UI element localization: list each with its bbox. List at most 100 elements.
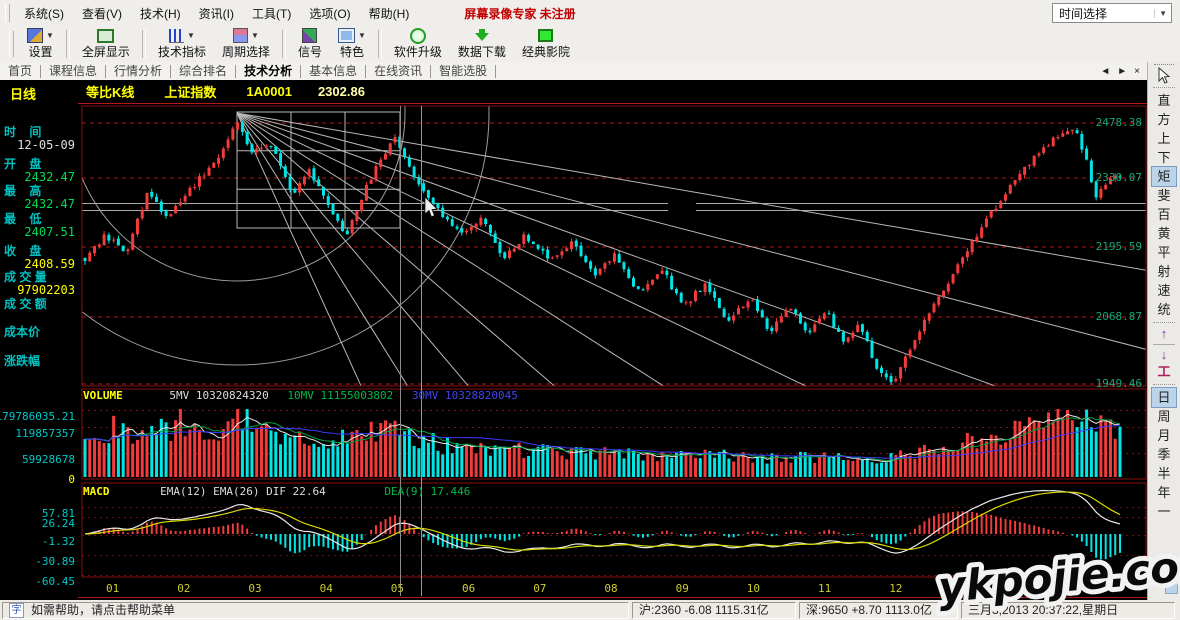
period-半[interactable]: 半 <box>1157 466 1171 481</box>
tab-综合排名[interactable]: 综合排名 <box>171 64 237 78</box>
chevron-down-icon[interactable]: ▼ <box>357 31 366 40</box>
chevron-down-icon[interactable]: ▼ <box>251 31 259 40</box>
tab-行情分析[interactable]: 行情分析 <box>106 64 172 78</box>
draw-tool-黄[interactable]: 黄 <box>1157 226 1171 241</box>
x-axis-label: 04 <box>319 582 333 595</box>
toolbar-button-indicator[interactable]: ▼ 技术指标 <box>150 27 214 62</box>
macd-title: MACD <box>83 485 110 498</box>
time-select-label: 时间选择 <box>1059 6 1108 21</box>
draw-tool-下[interactable]: 下 <box>1157 150 1171 165</box>
quote-field-value: 2432.47 <box>24 197 75 211</box>
macd-axis-label: 57.81 <box>41 507 75 520</box>
separator <box>1153 322 1175 323</box>
download-icon <box>474 29 489 42</box>
draw-tool-平[interactable]: 平 <box>1157 245 1171 260</box>
period-季[interactable]: 季 <box>1157 447 1171 462</box>
menu-item[interactable]: 工具(T) <box>252 6 292 21</box>
chart-canvas[interactable] <box>78 103 1148 600</box>
status-sz-index[interactable]: 深:9650 +8.70 1113.0亿 <box>799 601 958 619</box>
status-bar: 字 如需帮助，请点击帮助菜单 沪:2360 -6.08 1115.31亿 深:9… <box>0 600 1180 620</box>
macd-axis-label: -30.89 <box>35 555 75 568</box>
menu-item[interactable]: 系统(S) <box>24 6 64 21</box>
tab-技术分析[interactable]: 技术分析 <box>236 64 302 78</box>
gann-tool-icon[interactable]: 工 <box>1157 364 1171 379</box>
period-周[interactable]: 周 <box>1157 409 1171 424</box>
tab-scroll-left-icon[interactable]: ◄ <box>1100 65 1111 77</box>
x-axis-label: 02 <box>177 582 191 595</box>
tab-智能选股[interactable]: 智能选股 <box>431 64 497 78</box>
scrollbar-thumb[interactable] <box>1165 558 1178 594</box>
chevron-down-icon[interactable]: ▼ <box>186 31 195 40</box>
pointer-tool-icon[interactable] <box>1155 66 1173 84</box>
draw-tool-百[interactable]: 百 <box>1157 207 1171 222</box>
tab-课程信息[interactable]: 课程信息 <box>41 64 107 78</box>
tab-在线资讯[interactable]: 在线资讯 <box>366 64 432 78</box>
x-axis-label: 11 <box>818 582 832 595</box>
quote-field-label: 成 交 量 <box>4 270 47 284</box>
toolbar-button-label: 数据下载 <box>457 45 506 59</box>
toolbar-button-settings[interactable]: ▼ 设置 <box>19 27 62 62</box>
toolbar-button-classic-movie[interactable]: 经典影院 <box>514 27 578 62</box>
menu-item[interactable]: 选项(O) <box>309 6 351 21</box>
draw-tool-直[interactable]: 直 <box>1157 93 1171 108</box>
x-axis-label: 12 <box>889 582 903 595</box>
toolbar-button-upgrade[interactable]: 软件升级 <box>386 27 450 62</box>
volume-ma30: 30MV 10328820045 <box>411 389 518 402</box>
price-axis-label: 2478.38 <box>1095 116 1142 129</box>
toolbar-button-period[interactable]: ▼ 周期选择 <box>214 27 278 62</box>
toolbar-button-label: 信号 <box>297 45 322 59</box>
signal-icon <box>302 28 318 43</box>
status-sh-index[interactable]: 沪:2360 -6.08 1115.31亿 <box>632 601 796 619</box>
draw-tool-矩[interactable]: 矩 <box>1151 166 1177 187</box>
toolbar-button-fullscreen[interactable]: 全屏显示 <box>74 27 138 62</box>
tab-首页[interactable]: 首页 <box>0 64 42 78</box>
drawing-toolbar: 直方上下矩斐百黄平射速统 ↑ ↓ 工日周月季半年一 <box>1147 62 1180 600</box>
x-axis-label: 07 <box>533 582 547 595</box>
draw-tool-统[interactable]: 统 <box>1157 302 1171 317</box>
chart-header: 等比K线 上证指数 1A0001 2302.86 <box>78 80 1148 103</box>
fullscreen-icon <box>97 28 115 43</box>
feature-icon <box>337 28 355 43</box>
period-年[interactable]: 年 <box>1157 485 1171 500</box>
quote-field-label: 收 盘 <box>4 244 42 258</box>
period-日[interactable]: 日 <box>1151 387 1177 408</box>
status-help-text: 如需帮助，请点击帮助菜单 <box>31 602 176 617</box>
draw-tool-速[interactable]: 速 <box>1157 283 1171 298</box>
toolbar-button-label: 经典影院 <box>521 45 570 59</box>
down-arrow-icon[interactable]: ↓ <box>1160 347 1168 362</box>
chevron-down-icon[interactable]: ▼ <box>46 31 54 40</box>
macd-params: EMA(12) EMA(26) DIF 22.64 <box>160 485 326 498</box>
upgrade-icon <box>409 27 426 44</box>
time-select-dropdown[interactable]: 时间选择 ▼ <box>1052 3 1172 23</box>
draw-tool-方[interactable]: 方 <box>1157 112 1171 127</box>
tab-基本信息[interactable]: 基本信息 <box>301 64 367 78</box>
toolbar-separator <box>281 30 286 58</box>
period-一[interactable]: 一 <box>1157 504 1171 519</box>
toolbar-button-label: 技术指标 <box>157 45 206 59</box>
toolbar-button-feature[interactable]: ▼ 特色 <box>330 27 374 62</box>
menu-item[interactable]: 技术(H) <box>140 6 181 21</box>
up-arrow-icon[interactable]: ↑ <box>1160 326 1168 341</box>
toolbar-button-top <box>538 28 554 43</box>
price-axis-label: 2195.59 <box>1095 240 1142 253</box>
menu-item[interactable]: 帮助(H) <box>368 6 410 21</box>
recorder-notice: 屏幕录像专家 未注册 <box>464 6 576 21</box>
chevron-down-icon[interactable]: ▼ <box>1154 8 1171 18</box>
draw-tool-上[interactable]: 上 <box>1157 131 1171 146</box>
period-月[interactable]: 月 <box>1157 428 1171 443</box>
toolbar: ▼ 设置 全屏显示 ▼ 技术指标 ▼ 周期选择 信号 ▼ 特色 软件升级 数据下载 经典影院 <box>0 26 1180 63</box>
price-axis-label: 2068.87 <box>1095 310 1142 323</box>
tabs: 首页 课程信息 行情分析 综合排名 技术分析 基本信息 在线资讯 智能选股 <box>0 64 497 78</box>
draw-tool-射[interactable]: 射 <box>1157 264 1171 279</box>
tab-controls: ◄ ► × <box>1100 66 1148 77</box>
toolbar-button-top <box>409 27 426 44</box>
menu-item[interactable]: 查看(V) <box>82 6 122 21</box>
tab-close-icon[interactable]: × <box>1134 65 1140 77</box>
tab-scroll-right-icon[interactable]: ► <box>1117 65 1128 77</box>
toolbar-button-signal[interactable]: 信号 <box>290 27 330 62</box>
menu-item[interactable]: 资讯(I) <box>198 6 234 21</box>
volume-axis-label: 59928678 <box>22 453 75 466</box>
draw-tool-斐[interactable]: 斐 <box>1157 188 1171 203</box>
toolbar-button-download[interactable]: 数据下载 <box>450 27 514 62</box>
